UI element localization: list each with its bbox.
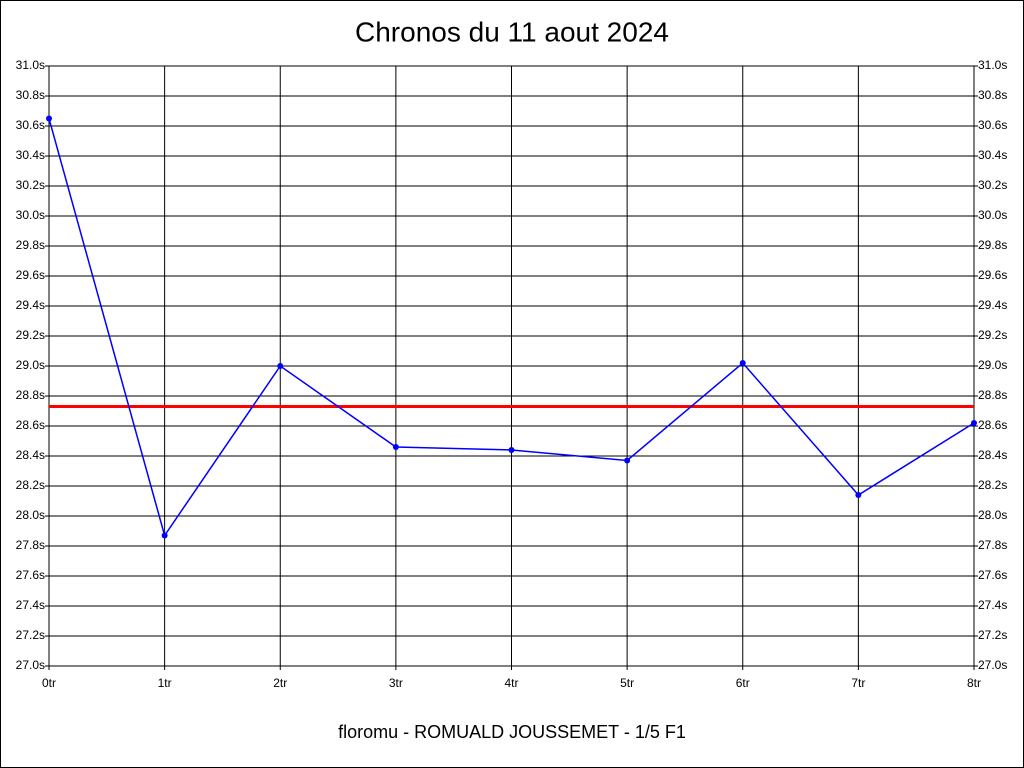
y-tick-label: 27.6s [16,568,45,582]
y-tick-label: 28.6s [16,418,45,432]
x-tick-label: 7tr [851,676,865,690]
y-tick-label: 27.2s [16,628,45,642]
y2-tick-label: 29.8s [978,238,1007,252]
y-tick-label: 28.8s [16,388,45,402]
y2-tick-label: 29.0s [978,358,1007,372]
y2-tick-label: 29.2s [978,328,1007,342]
y2-tick-label: 28.6s [978,418,1007,432]
y2-tick-label: 28.4s [978,448,1007,462]
point [277,363,284,369]
y-tick-label: 30.4s [16,148,45,162]
point [508,447,515,453]
y-tick-label: 30.6s [16,118,45,132]
point [161,532,168,539]
x-tick-label: 2tr [273,676,287,690]
y2-tick-label: 28.0s [978,508,1007,522]
y2-tick-label: 30.4s [978,148,1007,162]
x-tick-label: 0tr [42,676,56,690]
plot-border [48,65,975,667]
y-tick-label: 28.2s [16,478,45,492]
y2-tick-label: 28.8s [978,388,1007,402]
y-tick-label: 31.0s [16,58,45,72]
x-tick-label: 3tr [389,676,403,690]
y2-tick-label: 27.6s [978,568,1007,582]
y2-tick-label: 30.2s [978,178,1007,192]
x-axis-label: floromu - ROMUALD JOUSSEMET - 1/5 F1 [338,722,686,742]
x-tick-label: 4tr [504,676,518,690]
y-tick-label: 29.8s [16,238,45,252]
y-tick-label: 28.4s [16,448,45,462]
y2-tick-label: 29.4s [978,298,1007,312]
y2-tick-label: 31.0s [978,58,1007,72]
y2-tick-label: 28.2s [978,478,1007,492]
y-tick-label: 27.4s [16,598,45,612]
y2-tick-label: 27.8s [978,538,1007,552]
y-tick-label: 29.4s [16,298,45,312]
y-tick-label: 29.6s [16,268,45,282]
y-tick-label: 30.2s [16,178,45,192]
y-tick-label: 27.8s [16,538,45,552]
point [46,115,52,122]
y-tick-label: 29.0s [16,358,45,372]
x-tick-label: 1tr [158,676,172,690]
y2-tick-label: 30.6s [978,118,1007,132]
y2-tick-label: 29.6s [978,268,1007,282]
y2-tick-label: 30.0s [978,208,1007,222]
y-tick-label: 28.0s [16,508,45,522]
x-tick-label: 8tr [967,676,981,690]
y-tick-label: 30.0s [16,208,45,222]
point [855,492,862,498]
point [624,457,631,464]
y2-tick-label: 27.0s [978,658,1007,672]
y-tick-label: 29.2s [16,328,45,342]
y-tick-label: 30.8s [16,88,45,102]
point [392,444,399,450]
y2-tick-label: 27.2s [978,628,1007,642]
y-tick-label: 27.0s [16,658,45,672]
point [971,420,977,426]
y2-tick-label: 30.8s [978,88,1007,102]
x-tick-label: 5tr [620,676,634,690]
chart-title: Chronos du 11 aout 2024 [355,16,669,47]
y2-tick-label: 27.4s [978,598,1007,612]
x-tick-label: 6tr [736,676,750,690]
point [739,360,746,366]
